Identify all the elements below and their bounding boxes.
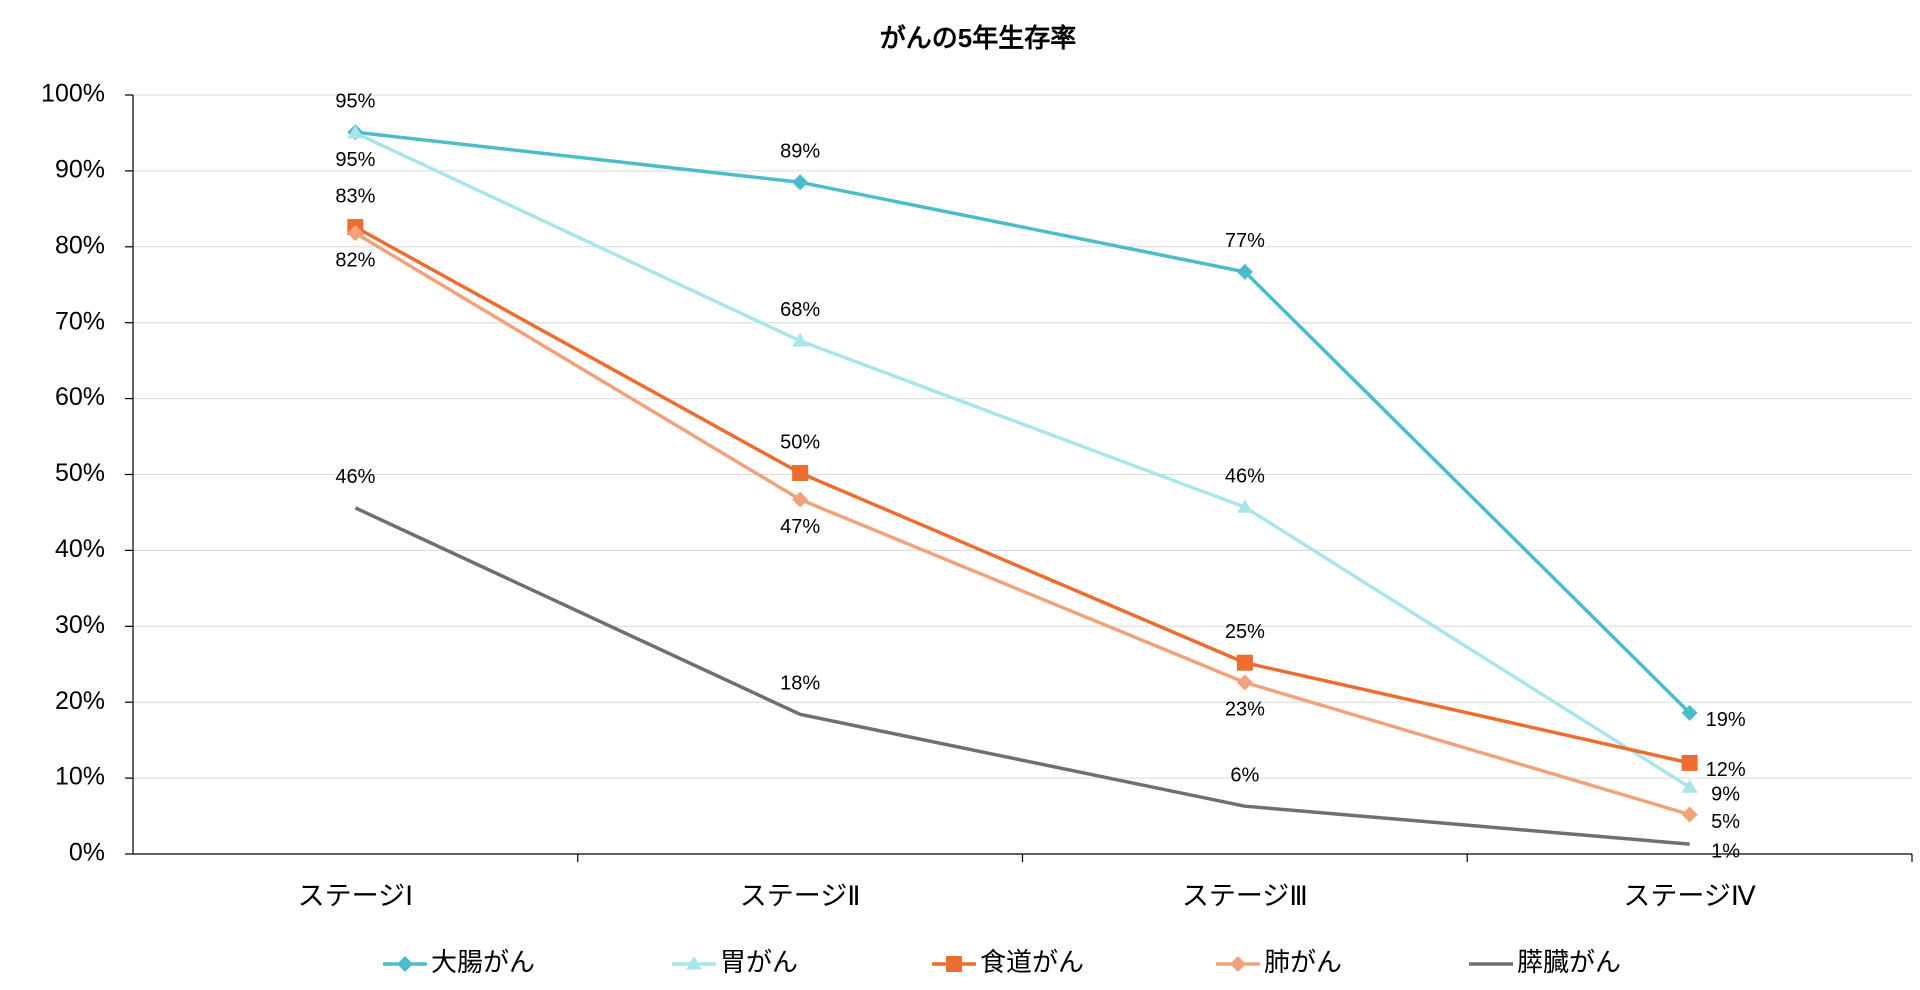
data-label: 9% bbox=[1711, 783, 1740, 805]
legend-label: 大腸がん bbox=[431, 947, 535, 977]
y-tick-label: 20% bbox=[55, 687, 105, 715]
marker bbox=[686, 956, 702, 970]
data-label: 95% bbox=[335, 90, 375, 112]
data-label: 89% bbox=[780, 141, 820, 163]
y-tick-label: 30% bbox=[55, 611, 105, 639]
marker bbox=[792, 464, 809, 481]
y-tick-label: 60% bbox=[55, 383, 105, 411]
data-label: 82% bbox=[335, 249, 375, 271]
data-label: 1% bbox=[1711, 840, 1740, 862]
data-label: 68% bbox=[780, 299, 820, 321]
marker bbox=[347, 225, 364, 242]
y-tick-label: 70% bbox=[55, 307, 105, 335]
y-tick-label: 80% bbox=[55, 231, 105, 259]
marker bbox=[1681, 704, 1698, 721]
y-tick-label: 90% bbox=[55, 156, 105, 184]
y-tick-label: 0% bbox=[69, 839, 105, 867]
marker bbox=[1236, 499, 1253, 513]
x-tick-label: ステージⅣ bbox=[1623, 881, 1755, 911]
marker bbox=[347, 124, 364, 139]
series-line bbox=[354, 506, 1690, 846]
x-tick-label: ステージⅢ bbox=[1182, 881, 1308, 911]
marker bbox=[1236, 263, 1253, 280]
marker bbox=[397, 956, 413, 972]
data-label: 77% bbox=[1225, 230, 1265, 252]
data-label: 50% bbox=[780, 431, 820, 453]
legend-label: 肺がん bbox=[1264, 947, 1342, 977]
data-label: 12% bbox=[1706, 759, 1746, 781]
data-label: 6% bbox=[1230, 764, 1259, 786]
series-line bbox=[355, 130, 1691, 715]
y-tick-label: 40% bbox=[55, 535, 105, 563]
data-label: 83% bbox=[335, 185, 375, 207]
x-tick-label: ステージⅠ bbox=[298, 881, 413, 911]
data-label: 46% bbox=[1225, 465, 1265, 487]
data-label: 23% bbox=[1225, 699, 1265, 721]
y-tick-label: 10% bbox=[55, 763, 105, 791]
x-tick-label: ステージⅡ bbox=[740, 881, 861, 911]
y-tick-label: 50% bbox=[55, 459, 105, 487]
data-label: 18% bbox=[780, 673, 820, 695]
legend-label: 膵臓がん bbox=[1517, 947, 1621, 977]
series-line bbox=[354, 231, 1691, 817]
data-label: 19% bbox=[1706, 709, 1746, 731]
marker bbox=[792, 332, 809, 347]
marker bbox=[1681, 779, 1698, 793]
marker bbox=[1236, 674, 1253, 691]
chart-title: がんの5年生存率 bbox=[880, 23, 1076, 53]
marker bbox=[946, 956, 962, 972]
marker bbox=[792, 174, 809, 191]
series-line bbox=[354, 131, 1691, 789]
legend-label: 胃がん bbox=[720, 947, 798, 977]
marker bbox=[1230, 956, 1246, 972]
marker bbox=[1236, 654, 1253, 671]
data-label: 25% bbox=[1225, 621, 1265, 643]
data-label: 5% bbox=[1711, 811, 1740, 833]
y-tick-label: 100% bbox=[41, 80, 105, 108]
marker bbox=[792, 491, 809, 508]
data-label: 47% bbox=[780, 516, 820, 538]
data-label: 46% bbox=[335, 466, 375, 488]
marker bbox=[1681, 754, 1698, 771]
legend-label: 食道がん bbox=[980, 947, 1084, 977]
marker bbox=[1681, 806, 1698, 823]
data-label: 95% bbox=[335, 149, 375, 171]
series-line bbox=[354, 225, 1691, 765]
